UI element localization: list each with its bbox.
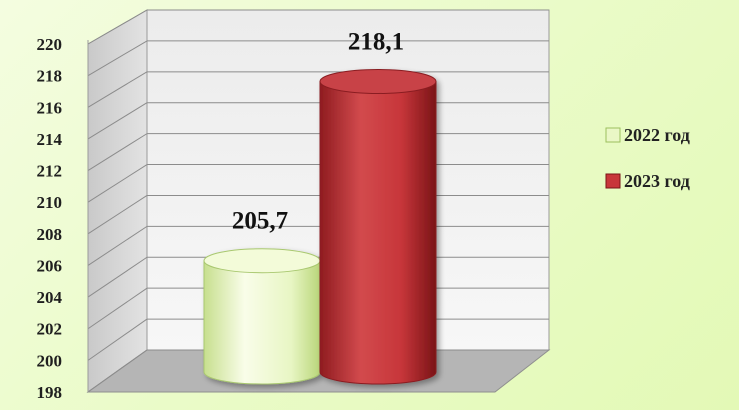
legend-swatch <box>605 127 621 143</box>
gridline-side <box>87 195 148 235</box>
y-tick-label: 200 <box>37 351 63 370</box>
data-labels: 205,7 218,1 <box>232 28 404 234</box>
y-axis-ticks: 198 200 202 204 206 208 210 212 214 216 218 220 <box>37 35 63 402</box>
gridline-side <box>87 164 148 203</box>
gridline-side <box>87 287 148 330</box>
gridline-side <box>87 256 148 298</box>
bar-2022-год <box>203 248 321 385</box>
bar-body <box>319 80 437 385</box>
gridline-side <box>87 318 148 361</box>
y-tick-label: 220 <box>37 35 63 54</box>
gridline-side <box>87 40 148 77</box>
y-tick-label: 214 <box>37 130 63 149</box>
y-tick-label: 198 <box>37 383 63 402</box>
y-tick-label: 206 <box>37 256 63 275</box>
bar-2023-год <box>319 68 437 385</box>
gridline-side <box>87 225 148 266</box>
legend-label: 2022 год <box>624 125 690 145</box>
data-label: 218,1 <box>348 28 404 55</box>
gridline-side <box>87 349 148 393</box>
data-label: 205,7 <box>232 208 288 235</box>
y-tick-label: 202 <box>37 320 63 339</box>
legend: 2022 год 2023 год <box>605 125 690 191</box>
bar-body <box>203 260 321 385</box>
bar-top <box>203 248 321 274</box>
gridline-side <box>87 71 148 108</box>
legend-swatch <box>605 173 621 189</box>
gridline-side <box>87 102 148 140</box>
legend-label: 2023 год <box>624 171 690 191</box>
y-tick-label: 208 <box>37 225 63 244</box>
y-tick-label: 210 <box>37 193 63 212</box>
gridline-side <box>87 133 148 171</box>
gridline-side <box>87 9 148 45</box>
bar-top <box>319 68 437 94</box>
y-tick-label: 216 <box>37 98 63 117</box>
bars <box>203 68 437 385</box>
y-tick-label: 204 <box>37 288 63 307</box>
y-tick-label: 212 <box>37 162 63 181</box>
y-tick-label: 218 <box>37 67 63 86</box>
